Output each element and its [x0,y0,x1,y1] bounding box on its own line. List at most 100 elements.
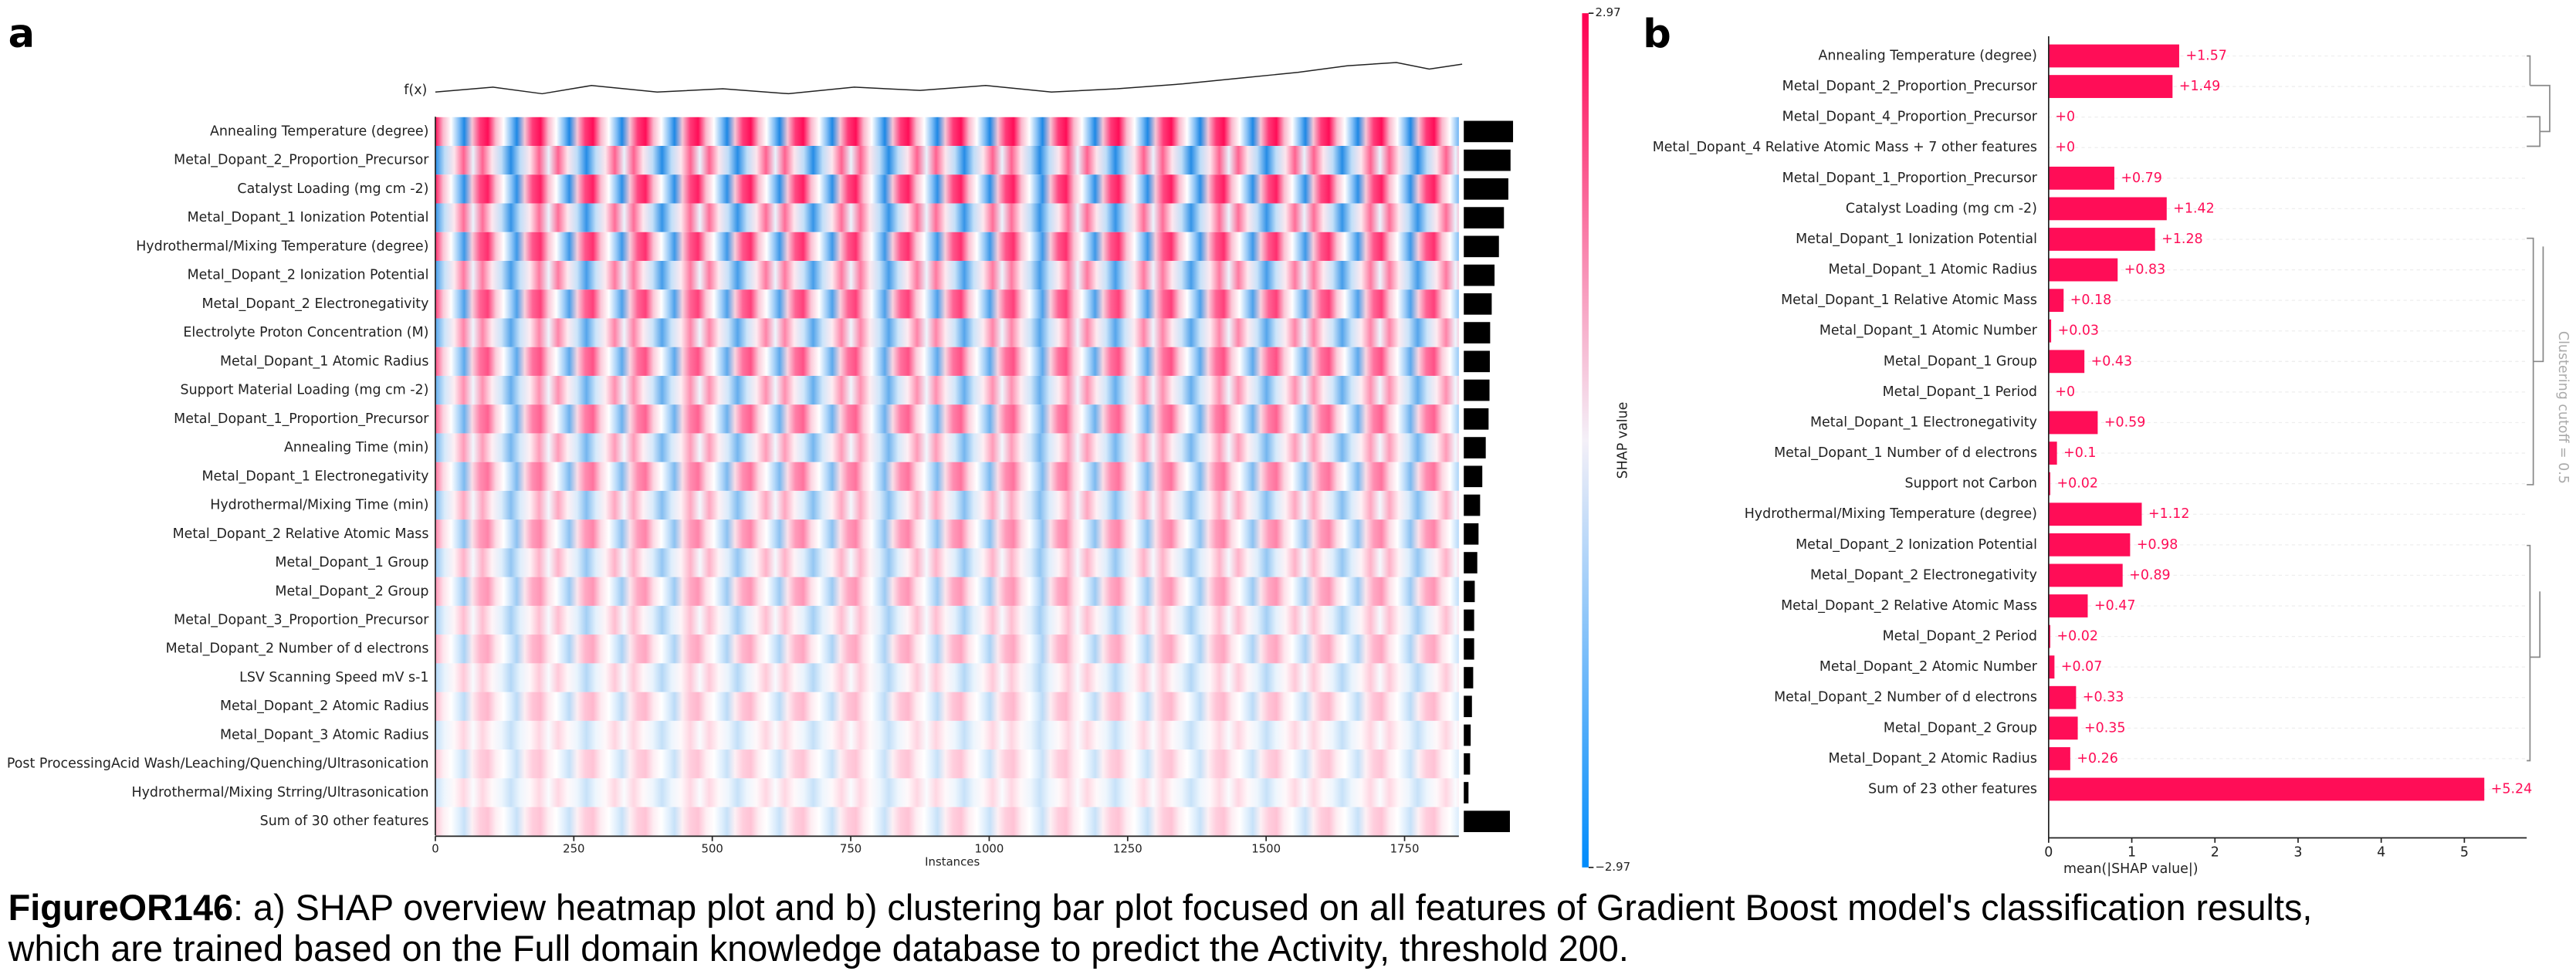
bar [2048,563,2123,587]
importance-bar [1464,379,1490,401]
y-tick-label: Metal_Dopant_1 Electronegativity [201,469,428,484]
importance-bar [1464,207,1505,228]
x-tick-label: 0 [2044,845,2053,861]
importance-bar [1464,609,1474,631]
importance-bar [1464,724,1471,746]
y-tick-label: Metal_Dopant_3_Proportion_Precursor [174,613,429,628]
x-tick-label: 250 [563,841,584,855]
x-tick-label: 1750 [1390,841,1420,855]
y-tick-label: Sum of 23 other features [1868,782,2037,797]
value-label: +1.42 [2173,201,2214,216]
y-tick-label: Hydrothermal/Mixing Strring/Ultrasonicat… [132,785,429,800]
bar [2048,502,2142,526]
bar [2048,472,2051,496]
heatmap-row [435,605,1459,635]
y-tick-label: Metal_Dopant_3 Atomic Radius [220,727,429,743]
value-label: +0.18 [2070,293,2111,308]
dendrogram [2527,55,2551,762]
heatmap-row [435,174,1459,204]
value-label: +0.33 [2083,690,2124,705]
heatmap-row [435,548,1459,577]
heatmap-row [435,577,1459,606]
bar [2048,197,2167,221]
y-tick-label: Sum of 30 other features [260,814,429,829]
y-tick-label: Annealing Temperature (degree) [210,123,429,139]
importance-bar [1464,178,1508,200]
heatmap-row [435,663,1459,692]
bar [2048,747,2070,770]
bar [2048,258,2118,282]
heatmap-row [435,634,1459,664]
importance-bar [1464,293,1492,315]
heatmap-row [435,117,1459,146]
importance-bar [1464,322,1491,343]
y-tick-label: Metal_Dopant_1_Proportion_Precursor [174,411,429,427]
value-label: +0.35 [2084,720,2125,736]
heatmap-row [435,778,1459,807]
importance-bar [1464,494,1481,516]
bar [2048,289,2064,313]
y-tick-label: Metal_Dopant_1 Atomic Radius [220,354,429,369]
y-tick-label: Metal_Dopant_1_Proportion_Precursor [1782,171,2038,186]
y-tick-label: Metal_Dopant_2 Number of d electrons [1774,690,2037,705]
value-label: +0.03 [2058,323,2099,339]
bar [2048,350,2085,374]
bar [2048,594,2088,617]
value-label: +1.28 [2161,232,2202,247]
y-tick-label: Metal_Dopant_1 Period [1883,384,2037,400]
importance-bar [1464,437,1486,458]
heatmap-row [435,692,1459,721]
value-label: +0.02 [2057,476,2098,492]
fx-label: f(x) [404,83,427,98]
importance-bar [1464,523,1479,545]
importance-bar [1464,810,1510,833]
y-tick-label: Metal_Dopant_2 Period [1883,629,2037,645]
importance-bar [1464,149,1511,171]
y-tick-label: Metal_Dopant_4_Proportion_Precursor [1782,110,2038,125]
fx-line [435,62,1463,95]
y-tick-label: Post ProcessingAcid Wash/Leaching/Quench… [7,756,429,772]
bar [2048,166,2114,190]
heatmap-row [435,807,1459,836]
heatmap-row [435,720,1459,750]
caption-text: which are trained based on the Full doma… [8,929,1629,969]
importance-bar [1464,235,1499,258]
y-tick-label: Metal_Dopant_1 Group [1884,354,2037,369]
caption-text: : a) SHAP overview heatmap plot and b) c… [233,888,2312,928]
y-tick-label: Catalyst Loading (mg cm -2) [237,181,428,197]
y-tick-label: Metal_Dopant_2 Number of d electrons [166,641,429,657]
heatmap-row [435,289,1459,319]
value-label: +0.47 [2094,598,2135,614]
bar [2048,655,2055,679]
x-tick-label: 4 [2377,845,2385,861]
annotation: Clustering cutoff = 0.5 [2555,331,2571,484]
heatmap-row [435,260,1459,290]
importance-bar [1464,695,1472,718]
y-tick-label: Metal_Dopant_1 Relative Atomic Mass [1781,293,2037,308]
importance-bar [1464,782,1469,804]
value-label: +0.43 [2091,354,2132,369]
value-label: +0.98 [2137,537,2178,553]
y-tick-label: Metal_Dopant_1 Atomic Radius [1828,262,2037,278]
y-tick-label: Metal_Dopant_1 Atomic Number [1819,323,2038,339]
y-tick-label: Hydrothermal/Mixing Temperature (degree) [136,239,428,254]
caption: FigureOR146: a) SHAP overview heatmap pl… [8,888,2313,928]
x-axis-label: mean(|SHAP value|) [2063,861,2199,877]
importance-bar [1464,667,1474,688]
bar [2048,228,2155,251]
x-tick-label: 1000 [974,841,1004,855]
bar [2048,44,2179,68]
x-axis-label: Instances [925,854,980,868]
y-tick-label: Metal_Dopant_2 Ionization Potential [1796,537,2037,553]
importance-bar [1464,465,1483,488]
importance-bar [1464,638,1474,660]
x-tick-label: 1 [2127,845,2136,861]
x-tick-label: 5 [2460,845,2469,861]
value-label: +1.57 [2185,48,2226,63]
value-label: +1.12 [2148,506,2189,522]
value-label: +1.49 [2179,79,2220,94]
colorbar-tick-label: −2.97 [1595,860,1630,874]
y-tick-label: Metal_Dopant_2 Electronegativity [1810,567,2037,583]
panel-label: a [8,12,35,57]
colorbar-label: SHAP value [1616,402,1631,479]
